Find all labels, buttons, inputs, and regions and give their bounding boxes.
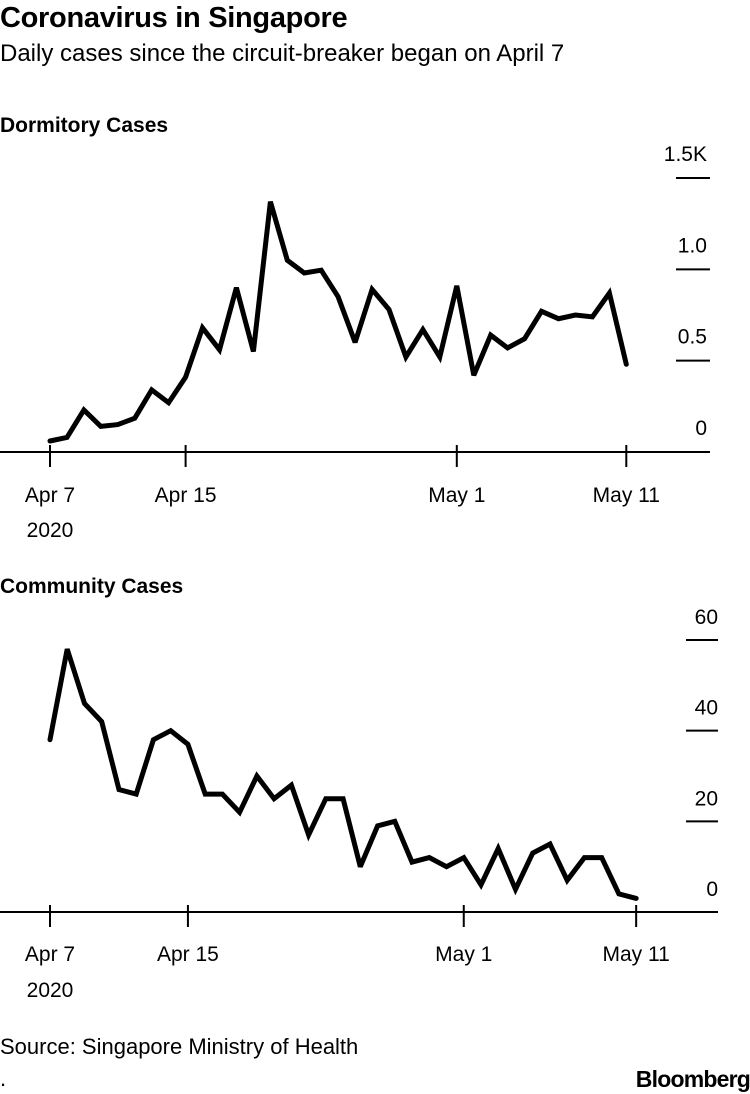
dormitory-data-point [98,424,103,429]
community-data-point [272,796,277,801]
dormitory-data-point [132,416,137,421]
dormitory-y-tick-label: 0.5 [678,326,707,349]
dormitory-chart-title: Dormitory Cases [0,114,168,137]
dormitory-data-point [488,333,493,338]
community-data-point [565,878,570,883]
page-subtitle: Daily cases since the circuit-breaker be… [0,40,565,67]
dormitory-data-point [285,258,290,263]
dormitory-series-line [47,201,629,444]
dormitory-data-point [573,313,578,318]
community-data-point [547,842,552,847]
dormitory-data-point [183,375,188,380]
community-data-point [582,855,587,860]
community-data-point [203,792,208,797]
community-series-line [47,648,639,901]
dormitory-data-point [454,283,459,288]
dormitory-data-point [166,400,171,405]
community-data-point [392,819,397,824]
community-cases-chart: Community Cases 0 20 40 60 Apr 7 2020 Apr 15 May… [0,575,718,1002]
footnote-mark: . [0,1066,7,1091]
community-data-point [151,737,156,742]
bloomberg-logo: Bloomberg [635,1066,750,1092]
community-x-tick-label: May 11 [603,943,670,966]
dormitory-data-point [522,336,527,341]
dormitory-x-tick-label: May 1 [428,484,485,507]
community-data-point [237,810,242,815]
community-data-point [185,742,190,747]
dormitory-data-point [556,316,561,321]
community-data-point [65,647,70,652]
community-data-point [444,864,449,869]
community-data-point [375,823,380,828]
dormitory-data-point [64,435,69,440]
page-title: Coronavirus in Singapore [0,2,348,34]
dormitory-data-point [81,407,86,412]
dormitory-data-point [115,422,120,427]
dormitory-y-tick-label: 1.0 [678,234,707,257]
community-data-point [461,855,466,860]
source-note: Source: Singapore Ministry of Health [0,1034,359,1059]
community-data-point [168,728,173,733]
community-year-label: 2020 [27,979,74,1002]
community-data-point [82,701,87,706]
dormitory-data-point [251,349,256,354]
dormitory-data-point [387,307,392,312]
community-data-point [358,864,363,869]
dormitory-data-point [403,355,408,360]
dormitory-data-point [336,294,341,299]
dormitory-data-point [370,287,375,292]
dormitory-cases-chart: Dormitory Cases 0 0.5 1.0 1.5K Apr 7 2020 Apr 1… [0,114,710,542]
community-y-tick-label: 40 [695,697,718,720]
community-y-tick-label: 0 [706,878,718,901]
dormitory-data-point [217,347,222,352]
dormitory-year-label: 2020 [27,519,74,542]
dormitory-data-point [471,373,476,378]
dormitory-data-point [302,270,307,275]
community-data-point [99,719,104,724]
community-data-point [496,846,501,851]
dormitory-data-point [149,387,154,392]
dormitory-data-point [539,309,544,314]
dormitory-y-tick-label: 0 [695,417,707,440]
community-data-point [427,855,432,860]
dormitory-data-point [420,327,425,332]
community-data-point [289,783,294,788]
community-data-point [479,882,484,887]
community-x-tick-label: Apr 15 [157,943,219,966]
community-data-point [134,792,139,797]
dormitory-data-point [319,268,324,273]
community-chart-title: Community Cases [0,575,183,598]
community-data-point [254,774,259,779]
community-x-tick-label: Apr 7 [25,943,75,966]
dormitory-data-point [200,325,205,330]
dormitory-x-tick-label: Apr 15 [155,484,217,507]
community-x-tick-label: May 1 [435,943,492,966]
dormitory-data-point [234,285,239,290]
community-data-point [530,851,535,856]
community-data-point [616,891,621,896]
community-data-point [220,792,225,797]
community-data-point [341,796,346,801]
dormitory-data-point [48,439,53,444]
community-y-tick-label: 60 [695,606,718,629]
community-data-point [513,887,518,892]
dormitory-data-point [437,355,442,360]
community-data-point [306,832,311,837]
dormitory-data-point [353,340,358,345]
community-data-point [410,860,415,865]
community-data-point [116,787,121,792]
dormitory-data-point [505,345,510,350]
community-data-point [634,896,639,901]
community-data-point [48,737,53,742]
dormitory-x-tick-label: Apr 7 [25,484,75,507]
dormitory-y-tick-label: 1.5K [664,143,707,166]
dormitory-data-point [590,314,595,319]
community-y-tick-label: 20 [695,787,718,810]
community-data-point [323,796,328,801]
community-data-point [599,855,604,860]
dormitory-data-point [268,199,273,204]
dormitory-data-point [624,362,629,367]
dormitory-data-point [607,291,612,296]
dormitory-x-tick-label: May 11 [593,484,660,507]
